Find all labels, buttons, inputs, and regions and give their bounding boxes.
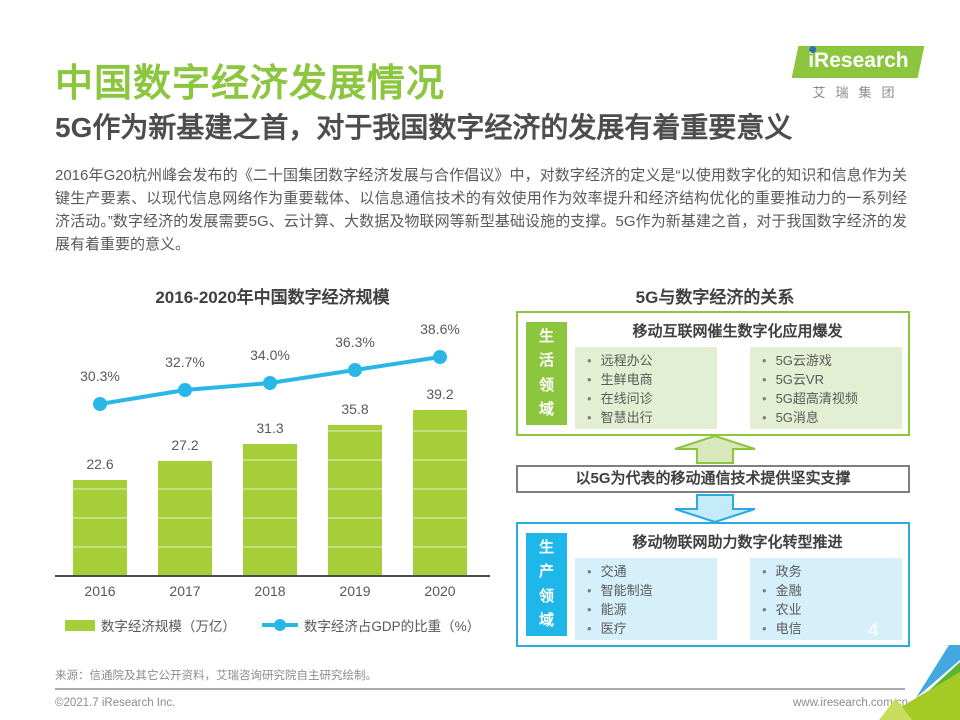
legend-label: 数字经济规模（万亿） (100, 619, 236, 634)
line-value-label: 32.7% (165, 354, 205, 370)
footer-divider (55, 688, 905, 690)
legend-label: 数字经济占GDP的比重（%） (303, 619, 481, 634)
production-left-list: 交通智能制造能源医疗 (575, 558, 717, 640)
production-domain-label: 生产领域 (538, 538, 554, 629)
line-value-label: 36.3% (335, 334, 375, 350)
line-value-label: 30.3% (80, 368, 120, 384)
bar-value-label: 39.2 (426, 386, 454, 402)
page-title: 中国数字经济发展情况 (55, 63, 446, 105)
x-axis-label: 2019 (339, 583, 371, 599)
bar-2018 (243, 444, 297, 575)
corner-graphic: 4 (868, 620, 960, 720)
logo-parallelogram: iResearch (791, 46, 925, 78)
life-right-list: 5G云游戏5G云VR5G超高清视频5G消息 (750, 347, 902, 429)
list-item: 5G消息 (762, 408, 902, 427)
bar-value-label: 31.3 (256, 420, 284, 436)
production-domain-tile: 生产领域 (526, 533, 567, 636)
logo-wordmark: iResearch (808, 49, 908, 73)
bar-value-label: 27.2 (171, 437, 199, 453)
list-item: 农业 (762, 600, 902, 619)
source-note: 来源：信通院及其它公开资料，艾瑞咨询研究院自主研究绘制。 (55, 670, 377, 682)
x-axis-label: 2018 (254, 583, 286, 599)
list-item: 5G超高清视频 (762, 389, 902, 408)
logo-company-name: 艾瑞集团 (812, 85, 905, 100)
production-domain-heading: 移动物联网助力数字化转型推进 (632, 534, 843, 551)
chart-x-axis: 2016 2017 2018 2019 2020 (55, 583, 490, 603)
bar-swatch-icon (64, 619, 95, 631)
support-box: 以5G为代表的移动通信技术提供坚实支撑 (516, 465, 910, 493)
legend-entry-scale: 数字经济规模（万亿） (64, 615, 236, 635)
relation-diagram: 5G与数字经济的关系 生活领域 移动互联网催生数字化应用爆发 远程办公生鲜电商在… (516, 283, 914, 668)
bar-2016 (73, 480, 127, 575)
bar-2017 (158, 461, 212, 575)
list-item: 智能制造 (587, 581, 717, 600)
up-arrow-icon (674, 435, 756, 464)
x-axis-label: 2020 (424, 583, 456, 599)
website-link[interactable]: www.iresearch.com.cn (792, 697, 908, 709)
digital-economy-chart: 2016-2020年中国数字经济规模 22.6 27.2 31.3 35.8 39.2 3… (55, 283, 490, 658)
list-item: 能源 (587, 600, 717, 619)
list-item: 医疗 (587, 619, 717, 638)
list-item: 远程办公 (587, 351, 717, 370)
iresearch-logo: iResearch 艾瑞集团 (791, 46, 925, 101)
logo-i-dot-icon: i (808, 49, 815, 72)
production-domain-box: 生产领域 移动物联网助力数字化转型推进 交通智能制造能源医疗 政务金融农业电信 (516, 522, 910, 647)
list-item: 政务 (762, 562, 902, 581)
x-axis-label: 2016 (84, 583, 116, 599)
life-domain-tile: 生活领域 (526, 322, 567, 425)
down-arrow-icon (674, 494, 756, 523)
logo-brand-text: Research (814, 49, 909, 72)
chart-plot-area: 22.6 27.2 31.3 35.8 39.2 30.3% 32.7% 34.0% 36.3%… (55, 283, 490, 577)
list-item: 生鲜电商 (587, 370, 717, 389)
line-value-label: 34.0% (250, 347, 290, 363)
list-item: 在线问诊 (587, 389, 717, 408)
chart-legend: 数字经济规模（万亿） 数字经济占GDP的比重（%） (55, 615, 490, 635)
line-swatch-icon (261, 619, 298, 631)
bar-2020 (413, 410, 467, 575)
diagram-title: 5G与数字经济的关系 (635, 288, 795, 307)
list-item: 金融 (762, 581, 902, 600)
life-domain-box: 生活领域 移动互联网催生数字化应用爆发 远程办公生鲜电商在线问诊智慧出行 5G云… (516, 311, 910, 436)
page-number: 4 (868, 620, 879, 641)
line-value-label: 38.6% (420, 321, 460, 337)
list-item: 智慧出行 (587, 408, 717, 427)
list-item: 电信 (762, 619, 902, 638)
legend-entry-gdp-share: 数字经济占GDP的比重（%） (261, 615, 481, 635)
bar-value-label: 35.8 (341, 401, 369, 417)
list-item: 5G云游戏 (762, 351, 902, 370)
x-axis-label: 2017 (169, 583, 201, 599)
life-domain-label: 生活领域 (538, 327, 554, 418)
list-item: 5G云VR (762, 370, 902, 389)
chart-title: 2016-2020年中国数字经济规模 (155, 288, 390, 307)
list-item: 交通 (587, 562, 717, 581)
intro-paragraph: 2016年G20杭州峰会发布的《二十国集团数字经济发展与合作倡议》中，对数字经济… (55, 167, 907, 253)
copyright-text: ©2021.7 iResearch Inc. (55, 697, 176, 709)
bar-2019 (328, 425, 382, 575)
life-left-list: 远程办公生鲜电商在线问诊智慧出行 (575, 347, 717, 429)
bar-value-label: 22.6 (86, 456, 114, 472)
production-right-list: 政务金融农业电信 (750, 558, 902, 640)
life-domain-heading: 移动互联网催生数字化应用爆发 (632, 323, 843, 340)
page-subtitle: 5G作为新基建之首，对于我国数字经济的发展有着重要意义 (55, 112, 793, 143)
